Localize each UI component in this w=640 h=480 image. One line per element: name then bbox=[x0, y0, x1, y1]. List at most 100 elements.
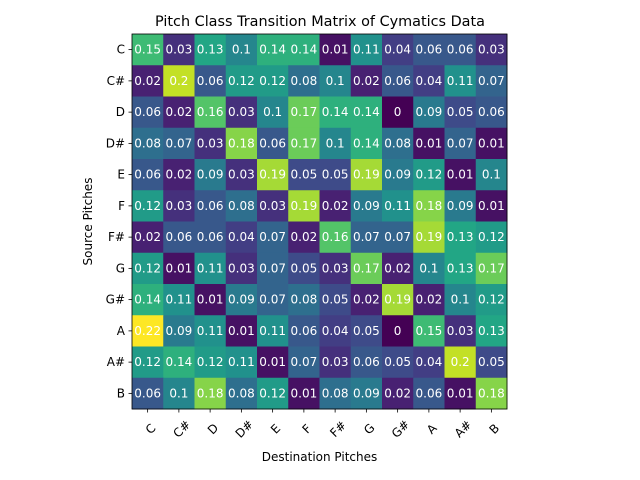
heatmap-cell bbox=[475, 252, 508, 285]
heatmap-cell bbox=[225, 315, 258, 347]
heatmap-cell bbox=[257, 127, 289, 160]
chart-title: Pitch Class Transition Matrix of Cymatic… bbox=[155, 14, 485, 30]
heatmap-cell bbox=[163, 127, 195, 160]
cell-value-label: 0.07 bbox=[166, 136, 193, 150]
cell-value-label: 0.09 bbox=[166, 324, 193, 338]
cell-value-label: 0.06 bbox=[134, 386, 161, 400]
heatmap-cell bbox=[257, 284, 289, 316]
cell-value-label: 0.04 bbox=[416, 355, 443, 369]
cell-value-label: 0.12 bbox=[228, 74, 255, 88]
plot-frame bbox=[131, 33, 508, 410]
heatmap-cell bbox=[163, 221, 195, 254]
x-tick-label: F bbox=[299, 422, 314, 437]
heatmap-cell-labels: 0.15 0.03 0.13 0.1 0.14 0.14 0.01 0.11 0.04 0.06 0… bbox=[134, 43, 504, 401]
y-tick-label: C# bbox=[107, 74, 125, 88]
heatmap-cell bbox=[288, 346, 320, 379]
y-tick-label: C bbox=[117, 43, 125, 57]
heatmap-cell bbox=[257, 190, 289, 222]
heatmap-cell bbox=[444, 96, 477, 129]
heatmap-cell bbox=[382, 252, 414, 285]
y-axis-ticks: C C# D D# E F F# G G# A A# B bbox=[106, 43, 132, 400]
heatmap-cell bbox=[288, 127, 320, 160]
heatmap-cell bbox=[257, 221, 289, 254]
heatmap-cell bbox=[413, 315, 445, 347]
heatmap-cell bbox=[382, 315, 414, 347]
cell-value-label: 0.09 bbox=[353, 386, 380, 400]
heatmap-cell bbox=[194, 252, 227, 285]
heatmap-cell bbox=[132, 346, 164, 379]
heatmap-cell bbox=[382, 65, 414, 97]
x-tick-label: D# bbox=[233, 417, 257, 441]
heatmap-cell bbox=[475, 284, 508, 316]
cell-value-label: 0.02 bbox=[322, 199, 349, 213]
cell-value-label: 0.01 bbox=[197, 293, 224, 307]
cell-value-label: 0.07 bbox=[384, 230, 411, 244]
heatmap-cell bbox=[257, 346, 289, 379]
heatmap-cell bbox=[444, 284, 477, 316]
heatmap-cell bbox=[319, 190, 352, 222]
x-tick-label: A# bbox=[452, 418, 475, 441]
cell-value-label: 0.05 bbox=[353, 324, 380, 338]
heatmap-cell bbox=[444, 221, 477, 254]
heatmap-cell bbox=[319, 252, 352, 285]
cell-value-label: 0.06 bbox=[416, 43, 443, 57]
cell-value-label: 0.02 bbox=[134, 74, 161, 88]
cell-value-label: 0.03 bbox=[228, 261, 255, 275]
cell-value-label: 0.1 bbox=[326, 136, 345, 150]
heatmap-cell bbox=[257, 34, 289, 66]
cell-value-label: 0.06 bbox=[259, 136, 286, 150]
heatmap-cell bbox=[194, 96, 227, 129]
cell-value-label: 0.07 bbox=[447, 136, 474, 150]
heatmap-cell bbox=[350, 65, 383, 97]
heatmap-cell bbox=[132, 315, 164, 347]
cell-value-label: 0.09 bbox=[416, 105, 443, 119]
heatmap-cell bbox=[288, 221, 320, 254]
heatmap-cell bbox=[288, 252, 320, 285]
cell-value-label: 0.02 bbox=[166, 105, 193, 119]
heatmap-cell bbox=[444, 127, 477, 160]
heatmap-cell bbox=[319, 127, 352, 160]
heatmap-cell bbox=[382, 127, 414, 160]
cell-value-label: 0 bbox=[394, 105, 402, 119]
heatmap-cell bbox=[475, 377, 508, 410]
cell-value-label: 0.14 bbox=[291, 43, 318, 57]
cell-value-label: 0.02 bbox=[291, 230, 318, 244]
cell-value-label: 0.06 bbox=[291, 324, 318, 338]
cell-value-label: 0.07 bbox=[259, 293, 286, 307]
x-tick-label: C bbox=[143, 421, 159, 437]
heatmap-cell bbox=[444, 190, 477, 222]
cell-value-label: 0.18 bbox=[478, 386, 505, 400]
cell-value-label: 0.19 bbox=[259, 168, 286, 182]
cell-value-label: 0.09 bbox=[384, 168, 411, 182]
y-axis-title: Source Pitches bbox=[81, 178, 95, 266]
cell-value-label: 0.05 bbox=[384, 355, 411, 369]
heatmap-cell bbox=[413, 221, 445, 254]
cell-value-label: 0.13 bbox=[478, 324, 505, 338]
heatmap-cell bbox=[163, 284, 195, 316]
heatmap-cell bbox=[382, 159, 414, 191]
heatmap-cell bbox=[475, 159, 508, 191]
heatmap-cell bbox=[444, 34, 477, 66]
cell-value-label: 0.17 bbox=[291, 105, 318, 119]
cell-value-label: 0.1 bbox=[419, 261, 438, 275]
heatmap-cell bbox=[319, 377, 352, 410]
heatmap-cell bbox=[413, 65, 445, 97]
heatmap-cell bbox=[444, 346, 477, 379]
heatmap-cell bbox=[288, 65, 320, 97]
cell-value-label: 0.14 bbox=[322, 105, 349, 119]
x-tick-label: D bbox=[205, 421, 221, 437]
cell-value-label: 0.02 bbox=[384, 261, 411, 275]
cell-value-label: 0.05 bbox=[291, 261, 318, 275]
heatmap-cell bbox=[132, 34, 164, 66]
heatmap-cell bbox=[132, 159, 164, 191]
heatmap-cell bbox=[225, 252, 258, 285]
cell-value-label: 0.12 bbox=[134, 199, 161, 213]
cell-value-label: 0.17 bbox=[478, 261, 505, 275]
heatmap-cell bbox=[319, 159, 352, 191]
cell-value-label: 0.11 bbox=[447, 74, 474, 88]
heatmap-cell bbox=[225, 127, 258, 160]
cell-value-label: 0.04 bbox=[228, 230, 255, 244]
cell-value-label: 0.05 bbox=[447, 105, 474, 119]
heatmap-cell bbox=[475, 190, 508, 222]
heatmap-cell bbox=[288, 96, 320, 129]
